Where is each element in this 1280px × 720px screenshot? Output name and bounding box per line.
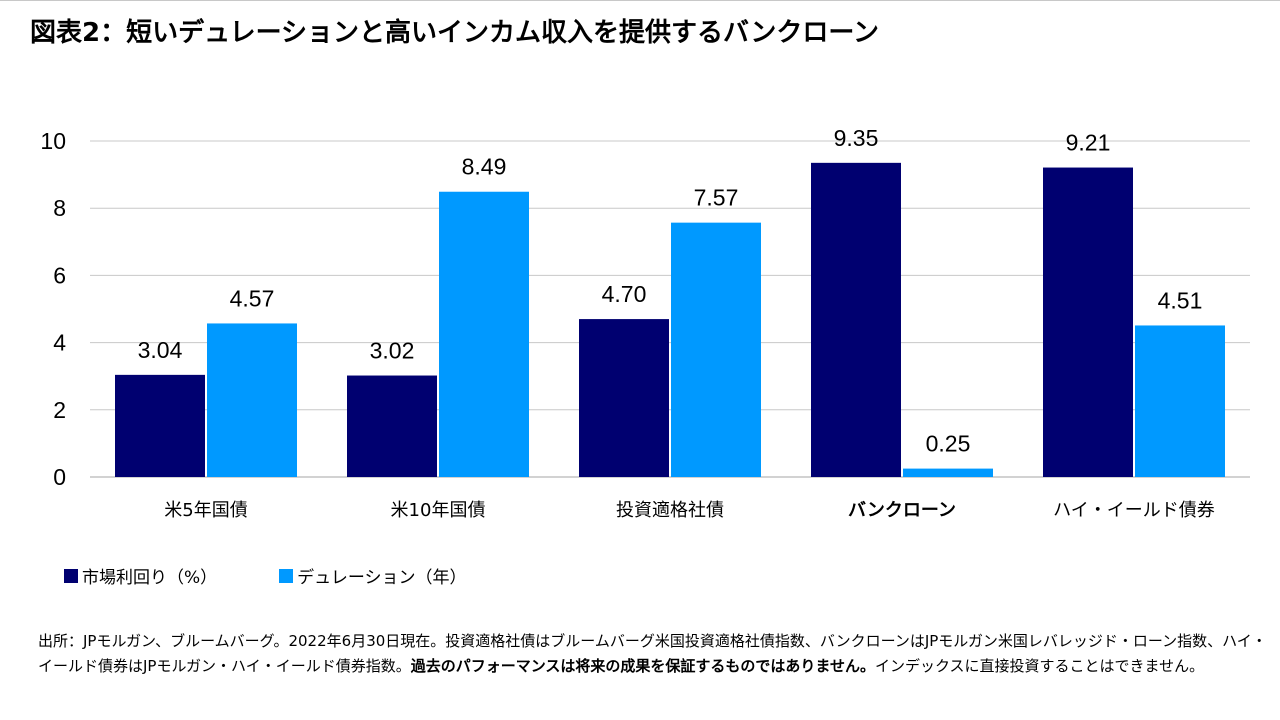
legend-label-duration: デュレーション（年） [297, 568, 467, 588]
data-label: 3.02 [370, 338, 415, 364]
data-label: 9.35 [834, 125, 879, 151]
bar-duration [207, 323, 297, 477]
data-label: 9.21 [1066, 130, 1111, 156]
y-tick-label: 4 [53, 330, 66, 356]
y-tick-label: 10 [40, 128, 66, 154]
x-tick-label: ハイ・イールド債券 [1053, 500, 1215, 521]
data-label: 7.57 [694, 185, 739, 211]
x-tick-label: 米10年国債 [391, 500, 486, 521]
legend-item-yield: 市場利回り（%） [64, 563, 217, 588]
data-label: 4.51 [1158, 287, 1203, 313]
footnote-disclaimer: 過去のパフォーマンスは将来の成果を保証するものではありません。 [410, 657, 875, 675]
footnote-text-2: インデックスに直接投資することはできません。 [875, 657, 1205, 675]
bar-yield [115, 374, 205, 477]
legend-swatch-duration [279, 568, 294, 583]
bar-duration [439, 191, 529, 477]
legend-swatch-yield [64, 568, 78, 583]
bar-duration [1135, 325, 1225, 477]
bar-duration [671, 222, 761, 477]
footnote-text-1: 出所：JPモルガン、ブルームバーグ。2022年6月30日現在。投資適格社債はブル… [38, 632, 1267, 675]
data-label: 4.57 [230, 285, 275, 311]
data-label: 3.04 [138, 337, 183, 363]
footnote: 出所：JPモルガン、ブルームバーグ。2022年6月30日現在。投資適格社債はブル… [38, 629, 1268, 679]
data-label: 8.49 [462, 154, 507, 180]
chart-title: 図表2：短いデュレーションと高いインカム収入を提供するバンクローン [30, 18, 880, 48]
y-tick-label: 0 [53, 464, 66, 490]
y-tick-label: 2 [53, 397, 66, 423]
bar-duration [903, 468, 993, 477]
legend-label-yield: 市場利回り（%） [82, 568, 218, 588]
bar-yield [579, 319, 669, 477]
x-tick-label: 投資適格社債 [616, 500, 724, 521]
y-tick-label: 6 [53, 262, 66, 288]
bar-chart: 0 2 4 6 8 10 3.04 4.57 米5年国債 3.02 8.49 米10年国債 4.70 7.… [40, 125, 1250, 521]
x-tick-label: 米5年国債 [164, 500, 247, 521]
x-tick-label: バンクローン [848, 500, 956, 521]
bar-yield [347, 375, 437, 477]
y-tick-label: 8 [53, 195, 66, 221]
legend: 市場利回り（%） デュレーション（年） [64, 563, 466, 588]
data-label: 0.25 [926, 431, 971, 457]
legend-item-duration: デュレーション（年） [279, 563, 466, 588]
data-label: 4.70 [602, 281, 647, 307]
top-rule [0, 0, 1280, 1]
bar-yield [811, 162, 901, 477]
bar-yield [1043, 167, 1133, 477]
